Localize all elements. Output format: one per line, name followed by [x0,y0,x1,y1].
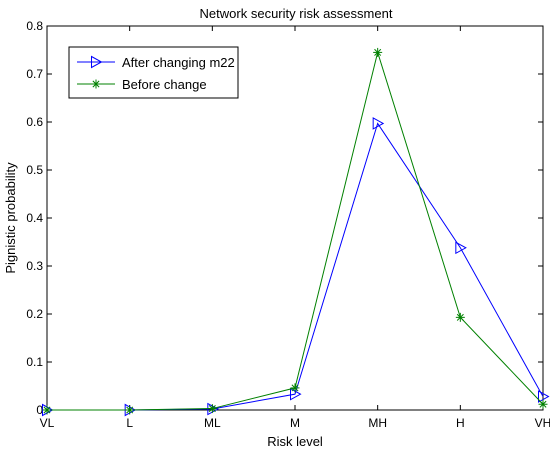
x-tick-label: M [290,416,300,430]
data-point [373,47,383,57]
data-point [538,390,550,403]
legend-marker [91,79,101,89]
y-tick-label: 0.5 [26,163,43,177]
y-axis: 0 0.1 0.2 0.3 0.4 0.5 0.6 0.7 0.8 [26,19,543,417]
legend-label: Before change [122,77,207,92]
x-tick-label: H [456,416,465,430]
series-layer [42,47,550,417]
y-tick-label: 0.2 [26,307,43,321]
legend-marker [91,55,103,69]
data-point [207,404,217,414]
x-axis-label: Risk level [267,434,323,449]
legend-item: After changing m22 [77,55,235,70]
x-tick-label: MH [368,416,387,430]
x-tick-label: L [126,416,133,430]
series-after-changing-m22 [42,117,550,417]
y-axis-label: Pignistic probability [3,162,18,274]
chart-title: Network security risk assessment [200,6,393,21]
series-line [47,50,544,411]
y-tick-label: 0 [36,403,43,417]
x-tick-label: VL [40,416,55,430]
series-before-change [42,47,548,415]
data-point [538,399,548,409]
data-point [290,383,300,393]
y-tick-label: 0.4 [26,211,43,225]
legend-item: Before change [77,77,207,92]
y-tick-label: 0.7 [26,67,43,81]
data-point [42,405,52,415]
x-axis: VL L ML M MH H VH [40,26,550,430]
data-point [372,117,385,130]
y-tick-label: 0.1 [26,355,43,369]
y-tick-label: 0.6 [26,115,43,129]
data-point [455,241,467,255]
legend-label: After changing m22 [122,55,235,70]
legend: After changing m22 Before change [68,46,239,99]
x-tick-label: VH [535,416,550,430]
data-point [125,405,135,415]
x-tick-label: ML [204,416,221,430]
legend-box [68,46,239,99]
y-tick-label: 0.3 [26,259,43,273]
y-tick-label: 0.8 [26,19,43,33]
series-line [47,122,544,411]
data-point [455,312,465,322]
